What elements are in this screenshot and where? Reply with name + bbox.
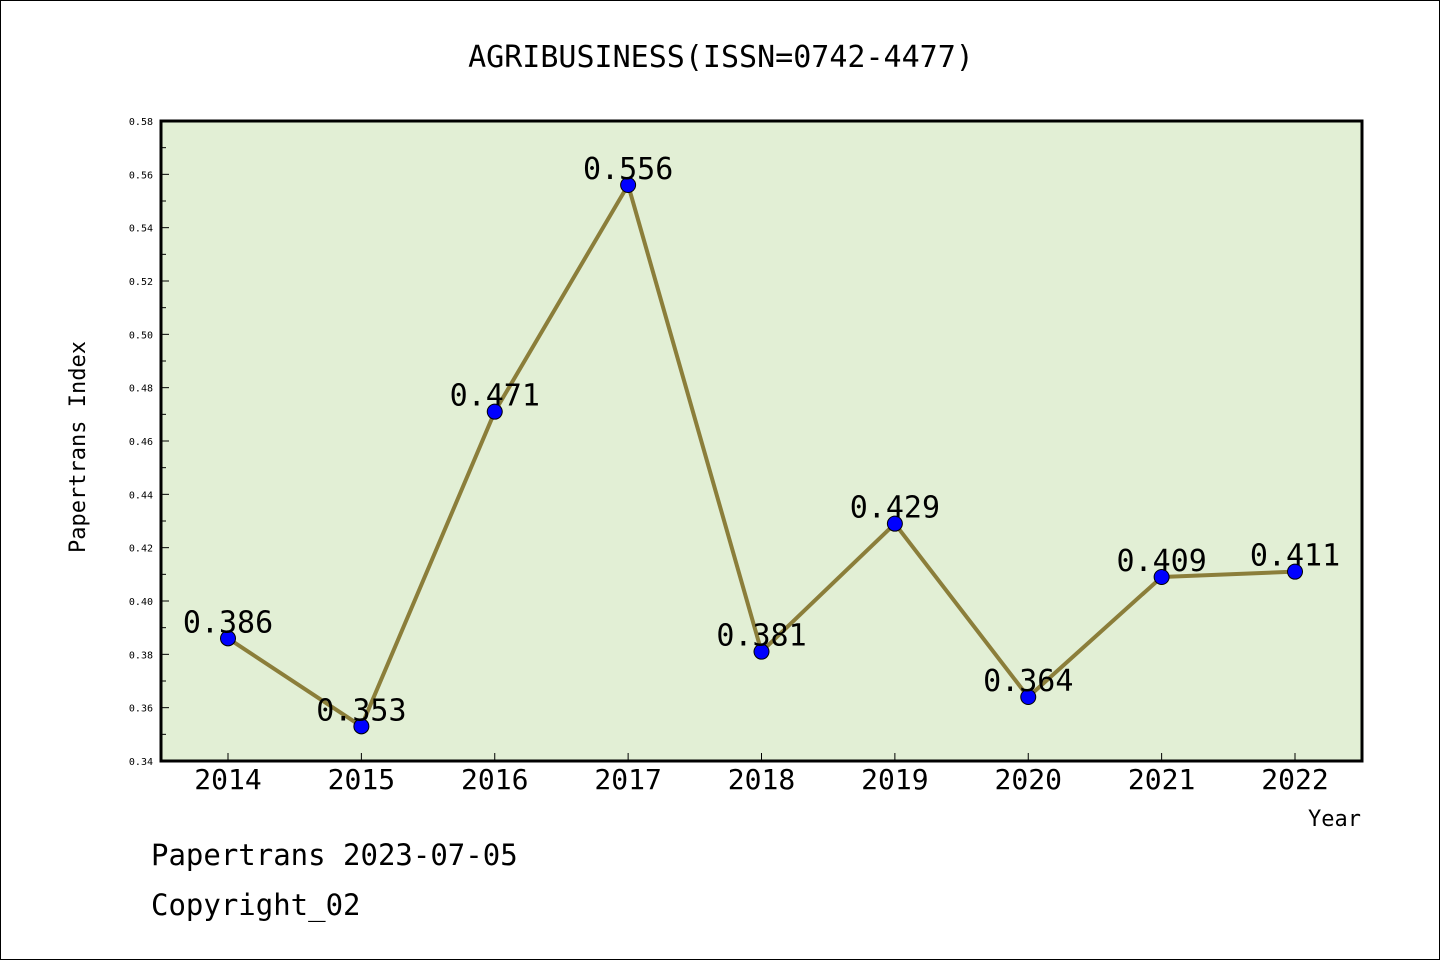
footer-date-text: Papertrans 2023-07-05 (151, 838, 518, 872)
y-tick-label: 0.40 (129, 597, 153, 608)
y-tick-label: 0.56 (129, 170, 153, 181)
plot-border (159, 119, 1364, 763)
x-tick-label: 2019 (861, 763, 928, 796)
x-tick-label: 2020 (995, 763, 1062, 796)
data-value-label: 0.353 (316, 693, 406, 728)
plot-area (161, 121, 1362, 761)
x-tick-label: 2021 (1128, 763, 1195, 796)
x-tick-label: 2016 (461, 763, 528, 796)
x-axis-ticks: 2014 2015 2016 2017 2018 2019 2020 2021 2022 (194, 753, 1329, 796)
y-axis-ticks: 0.34 0.36 0.38 0.40 0.42 0.44 0.46 0.48 0.50 0.52… (129, 117, 169, 768)
x-tick-label: 2014 (194, 763, 261, 796)
data-point-marker (353, 718, 370, 735)
x-tick-label: 2015 (328, 763, 395, 796)
y-tick-label: 0.50 (129, 330, 153, 341)
y-tick-label: 0.54 (129, 224, 153, 235)
data-markers (220, 177, 1303, 735)
data-point-marker (220, 630, 236, 647)
x-tick-label: 2017 (594, 763, 661, 796)
y-axis-label: Papertrans Index (66, 341, 91, 553)
data-value-label: 0.409 (1116, 544, 1206, 579)
data-value-label: 0.364 (983, 664, 1073, 699)
y-tick-label: 0.46 (129, 437, 153, 448)
data-point-marker (753, 643, 770, 660)
data-value-label: 0.411 (1250, 539, 1340, 574)
x-axis-label: Year (1308, 807, 1361, 832)
y-tick-label: 0.36 (129, 704, 153, 715)
data-labels: 0.386 0.353 0.471 0.556 0.381 0.429 0.364 0.409… (183, 152, 1340, 728)
data-point-marker (620, 177, 637, 193)
data-point-marker (1020, 689, 1037, 705)
y-tick-label: 0.38 (129, 650, 153, 661)
data-point-marker (886, 515, 903, 532)
data-value-label: 0.471 (450, 379, 540, 414)
data-value-label: 0.429 (850, 491, 940, 526)
chart-title: AGRIBUSINESS(ISSN=0742-4477) (468, 40, 974, 75)
y-tick-label: 0.48 (129, 384, 153, 395)
data-value-label: 0.556 (583, 152, 673, 187)
y-tick-label: 0.42 (129, 544, 153, 555)
y-tick-label: 0.34 (129, 757, 153, 768)
data-point-marker (486, 403, 503, 420)
data-value-label: 0.386 (183, 605, 273, 640)
y-tick-label: 0.44 (129, 490, 153, 501)
footer-copyright-text: Copyright_02 (151, 888, 361, 923)
x-tick-label: 2022 (1261, 763, 1328, 796)
x-tick-label: 2018 (728, 763, 795, 796)
data-point-marker (1153, 569, 1170, 585)
y-tick-label: 0.58 (129, 117, 153, 128)
data-point-marker (1287, 563, 1303, 580)
y-tick-label: 0.52 (129, 277, 153, 288)
data-value-label: 0.381 (716, 619, 806, 654)
